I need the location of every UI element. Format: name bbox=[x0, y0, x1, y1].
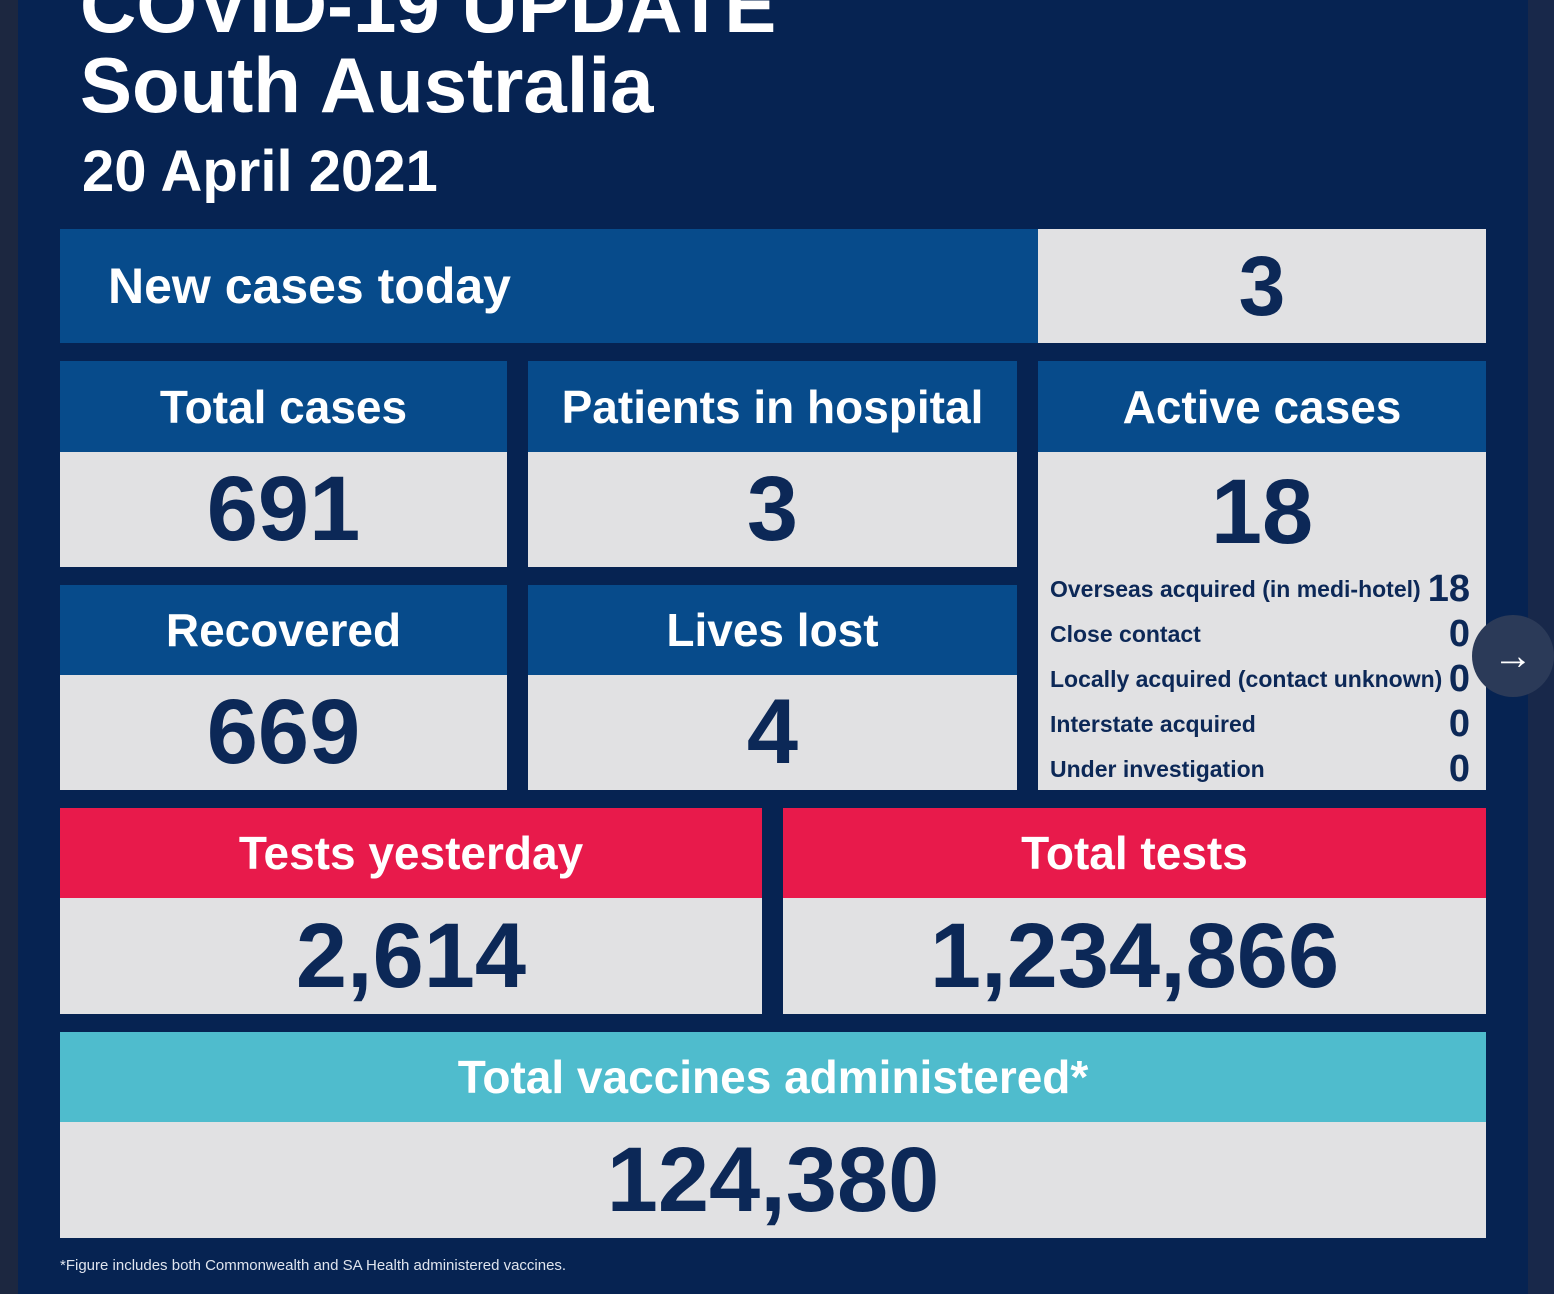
new-cases-value: 3 bbox=[1038, 229, 1486, 343]
new-cases-label: New cases today bbox=[60, 229, 1038, 343]
breakdown-value: 0 bbox=[1448, 658, 1470, 700]
active-cases-label: Active cases bbox=[1038, 361, 1486, 452]
breakdown-value: 0 bbox=[1448, 703, 1470, 745]
region-title: South Australia bbox=[80, 41, 654, 129]
total-cases-value: 691 bbox=[60, 452, 507, 567]
covid-update-card: COVID-19 UPDATE South Australia 20 April… bbox=[18, 0, 1528, 1294]
total-tests-value: 1,234,866 bbox=[783, 898, 1486, 1014]
breakdown-row: Under investigation 0 bbox=[1050, 748, 1470, 791]
lives-lost-label: Lives lost bbox=[528, 585, 1017, 675]
recovered-label: Recovered bbox=[60, 585, 507, 675]
breakdown-row: Interstate acquired 0 bbox=[1050, 703, 1470, 746]
tests-yesterday-label: Tests yesterday bbox=[60, 808, 762, 898]
breakdown-value: 0 bbox=[1448, 748, 1470, 790]
total-tests-label: Total tests bbox=[783, 808, 1486, 898]
breakdown-value: 18 bbox=[1427, 568, 1470, 610]
date: 20 April 2021 bbox=[82, 139, 438, 204]
lives-lost-value: 4 bbox=[528, 675, 1017, 790]
tests-yesterday-value: 2,614 bbox=[60, 898, 762, 1014]
update-title: COVID-19 UPDATE bbox=[80, 0, 777, 49]
breakdown-label: Under investigation bbox=[1050, 756, 1265, 782]
footnote: *Figure includes both Commonwealth and S… bbox=[60, 1257, 567, 1274]
breakdown-label: Interstate acquired bbox=[1050, 711, 1256, 737]
recovered-value: 669 bbox=[60, 675, 507, 790]
hospital-value: 3 bbox=[528, 452, 1017, 567]
hospital-label: Patients in hospital bbox=[528, 361, 1017, 452]
breakdown-label: Locally acquired (contact unknown) bbox=[1050, 666, 1443, 692]
breakdown-row: Overseas acquired (in medi-hotel) 18 bbox=[1050, 568, 1470, 611]
vaccines-label: Total vaccines administered* bbox=[60, 1032, 1486, 1122]
breakdown-row: Locally acquired (contact unknown) 0 bbox=[1050, 658, 1470, 701]
total-cases-label: Total cases bbox=[60, 361, 507, 452]
arrow-right-icon: → bbox=[1493, 633, 1533, 678]
next-button[interactable]: → bbox=[1472, 615, 1554, 697]
active-cases-number: 18 bbox=[1210, 461, 1314, 563]
active-cases-value: 18 bbox=[1038, 452, 1486, 790]
breakdown-label: Overseas acquired (in medi-hotel) bbox=[1050, 576, 1421, 602]
breakdown-row: Close contact 0 bbox=[1050, 613, 1470, 656]
vaccines-value: 124,380 bbox=[60, 1122, 1486, 1238]
breakdown-label: Close contact bbox=[1050, 621, 1201, 647]
breakdown-value: 0 bbox=[1448, 613, 1470, 655]
